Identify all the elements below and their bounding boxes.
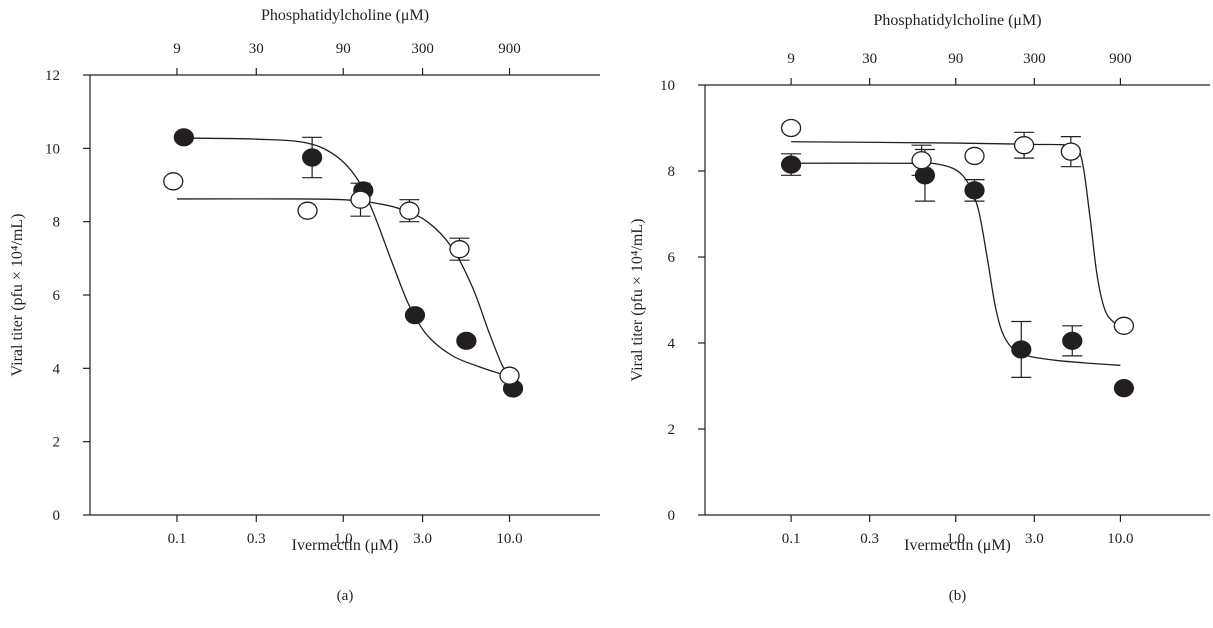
x-tick-label: 10.0 [1107,531,1133,547]
data-point [964,146,985,166]
series-open [780,118,1135,335]
x-axis-title: Ivermectin (μM) [904,537,1011,554]
data-point [163,172,184,191]
x-tick-label: 0.1 [782,531,801,547]
x-tick-label: 3.0 [1025,531,1044,547]
data-point [1060,142,1081,161]
data-point [911,151,932,170]
data-point [1013,136,1035,155]
x2-tick-label: 30 [249,41,264,57]
data-point [399,201,420,220]
data-point [297,201,318,220]
y-axis-title: Viral titer (pfu × 10⁴/mL) [629,219,646,382]
x2-tick-label: 90 [948,51,963,67]
x2-tick-label: 30 [862,51,877,67]
y-tick-label: 2 [53,435,61,451]
panel-b: 0 2 4 6 8 10 0.1 0.3 1.0 3.0 10.0 9 30 90 300 900 Iverme… [629,12,1210,604]
y-tick-label: 6 [53,288,61,304]
y-tick-label: 12 [45,68,60,84]
x2-tick-label: 300 [411,41,434,57]
x2-axis-title: Phosphatidylcholine (μM) [261,7,429,24]
y-tick-label: 0 [53,508,61,524]
x2-tick-label: 900 [1109,51,1132,67]
data-point [173,128,194,147]
x-tick-label: 10.0 [496,531,522,547]
fit-curve [176,198,511,377]
series-filled [173,128,524,398]
y-tick-label: 2 [668,422,676,438]
data-point [456,331,477,350]
series-filled [780,148,1135,398]
data-point [350,190,371,209]
y-tick-label: 0 [668,508,676,524]
x-tick-label: 0.3 [247,531,266,547]
x2-tick-label: 300 [1023,51,1046,67]
data-point [1113,379,1135,398]
fit-curve [791,141,1123,327]
series-open [163,172,520,385]
y-tick-label: 6 [668,250,676,266]
data-point [780,118,802,138]
x-tick-label: 1.0 [334,531,353,547]
panel-a: 0 2 4 6 8 10 12 0.1 0.3 1.0 3.0 10.0 9 30 90 300 900 Iver… [9,7,600,604]
data-point [449,240,470,259]
data-point [404,306,426,325]
x2-tick-label: 90 [336,41,351,57]
y-tick-label: 4 [668,336,676,352]
fit-curve [183,137,507,377]
x2-axis-title: Phosphatidylcholine (μM) [873,12,1041,29]
data-point [302,148,323,167]
y-tick-label: 10 [660,78,675,94]
x2-tick-label: 9 [787,51,795,67]
data-point [1011,340,1032,359]
data-point [499,366,520,385]
data-point [964,181,985,200]
y-tick-label: 8 [668,164,676,180]
data-point [1113,316,1135,335]
x-tick-label: 1.0 [946,531,965,547]
y-tick-label: 4 [53,361,61,377]
data-point [1062,331,1083,350]
x-tick-label: 3.0 [413,531,432,547]
x2-tick-label: 9 [173,41,181,57]
x-axis-title: Ivermectin (μM) [292,537,399,554]
y-tick-label: 10 [45,141,60,157]
x-tick-label: 0.3 [860,531,879,547]
y-tick-label: 8 [53,215,61,231]
y-axis-title: Viral titer (pfu × 10⁴/mL) [9,214,26,377]
panel-label: (a) [337,588,354,604]
x2-tick-label: 900 [498,41,521,57]
data-point [780,155,802,174]
x-tick-label: 0.1 [168,531,187,547]
panel-label: (b) [949,588,967,604]
